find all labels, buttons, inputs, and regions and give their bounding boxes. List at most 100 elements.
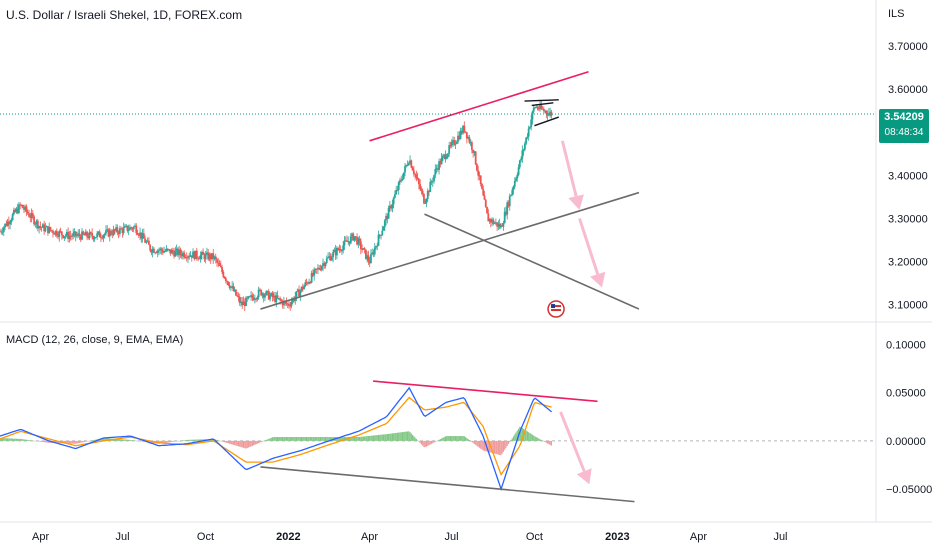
- candle-body: [77, 233, 80, 236]
- candle-body: [365, 249, 367, 259]
- pennant-mid-line[interactable]: [531, 102, 554, 107]
- projection-arrow[interactable]: [578, 217, 600, 275]
- macd-histogram-bar: [428, 440, 430, 446]
- macd-histogram-bar: [90, 440, 92, 442]
- candle-body: [192, 251, 194, 258]
- macd-histogram-bar: [350, 437, 352, 441]
- macd-histogram-bar: [68, 440, 70, 444]
- candle-body: [376, 245, 379, 247]
- candle-body: [182, 252, 184, 257]
- candle-body: [373, 247, 376, 255]
- candle-body: [537, 108, 540, 110]
- candle-body: [227, 281, 230, 286]
- macd-histogram-bar: [300, 437, 303, 441]
- candle-body: [211, 253, 213, 260]
- candle-body: [103, 233, 106, 236]
- candle-body: [40, 227, 43, 229]
- macd-histogram-bar: [456, 436, 458, 441]
- candle-body: [457, 135, 459, 142]
- candle-body: [338, 249, 341, 251]
- candle-body: [36, 220, 39, 229]
- macd-axis-label: 0.10000: [886, 339, 926, 351]
- macd-histogram-bar: [432, 440, 434, 444]
- candle-body: [5, 223, 8, 226]
- macd-histogram-bar: [65, 440, 67, 444]
- candle-body: [549, 111, 552, 114]
- macd-histogram-bar: [356, 437, 358, 441]
- candle-body: [312, 272, 314, 276]
- trendline[interactable]: [260, 191, 640, 310]
- macd-histogram-bar: [279, 437, 281, 441]
- macd-histogram-bar: [481, 440, 483, 450]
- macd-histogram-bar: [30, 440, 33, 441]
- macd-histogram-bar: [353, 437, 356, 441]
- candle-body: [508, 196, 511, 207]
- candle-body: [14, 209, 17, 213]
- pennant-bottom-line[interactable]: [534, 116, 559, 127]
- candle-body: [45, 226, 48, 228]
- candle-body: [97, 231, 100, 234]
- candle-body: [293, 298, 295, 301]
- candle-body: [344, 240, 347, 242]
- macd-histogram-bar: [355, 437, 357, 441]
- macd-histogram-bar: [477, 440, 479, 447]
- macd-histogram-bar: [189, 439, 192, 441]
- candle-body: [328, 256, 331, 258]
- candle-body: [523, 143, 526, 150]
- macd-histogram-bar: [265, 439, 267, 441]
- time-axis-label: 2023: [605, 531, 629, 543]
- candle-body: [170, 249, 173, 254]
- pennant-top-line[interactable]: [524, 99, 559, 102]
- candle-body: [55, 230, 58, 236]
- candle-body: [87, 236, 90, 239]
- macd-histogram-bar: [244, 440, 246, 449]
- candle-body: [467, 137, 470, 139]
- candle-body: [289, 305, 292, 307]
- candle-body: [26, 211, 29, 214]
- macd-histogram-bar: [32, 440, 34, 442]
- candle-body: [346, 240, 348, 242]
- candle-body: [207, 252, 210, 260]
- projection-arrow[interactable]: [560, 140, 578, 197]
- candle-body: [11, 214, 14, 220]
- candle-body: [522, 149, 525, 151]
- macd-trendline[interactable]: [260, 466, 635, 503]
- candle-body: [48, 226, 51, 234]
- candle-body: [34, 223, 37, 225]
- macd-histogram-bar: [56, 440, 58, 444]
- candle-body: [39, 226, 42, 228]
- projection-arrow[interactable]: [559, 411, 586, 472]
- candle-body: [92, 236, 95, 240]
- candle-body: [164, 250, 167, 252]
- price-axis-label: 3.20000: [888, 257, 928, 269]
- macd-histogram-bar: [304, 437, 306, 441]
- macd-histogram-bar: [73, 440, 76, 444]
- candle-body: [313, 269, 316, 276]
- candle-body: [333, 249, 336, 253]
- candle-body: [139, 232, 141, 236]
- macd-histogram-bar: [467, 439, 469, 441]
- macd-histogram-bar: [308, 437, 310, 441]
- macd-trendline[interactable]: [373, 380, 598, 403]
- macd-histogram-bar: [91, 440, 93, 441]
- currency-label: ILS: [888, 8, 905, 20]
- candle-body: [21, 204, 24, 209]
- candle-body: [534, 107, 536, 109]
- candle-body: [98, 231, 101, 238]
- candle-body: [9, 222, 11, 225]
- macd-histogram-bar: [12, 438, 14, 441]
- candle-body: [395, 189, 398, 195]
- macd-histogram-bar: [327, 437, 329, 441]
- candle-body: [57, 235, 59, 237]
- macd-title[interactable]: MACD (12, 26, close, 9, EMA, EMA): [6, 334, 184, 346]
- macd-histogram-bar: [149, 440, 151, 443]
- macd-histogram-bar: [502, 440, 505, 452]
- macd-histogram-bar: [317, 437, 319, 441]
- trendline[interactable]: [369, 71, 589, 142]
- candle-body: [545, 110, 548, 114]
- trendline[interactable]: [424, 213, 640, 310]
- candle-body: [358, 238, 361, 242]
- macd-histogram-bar: [381, 434, 383, 441]
